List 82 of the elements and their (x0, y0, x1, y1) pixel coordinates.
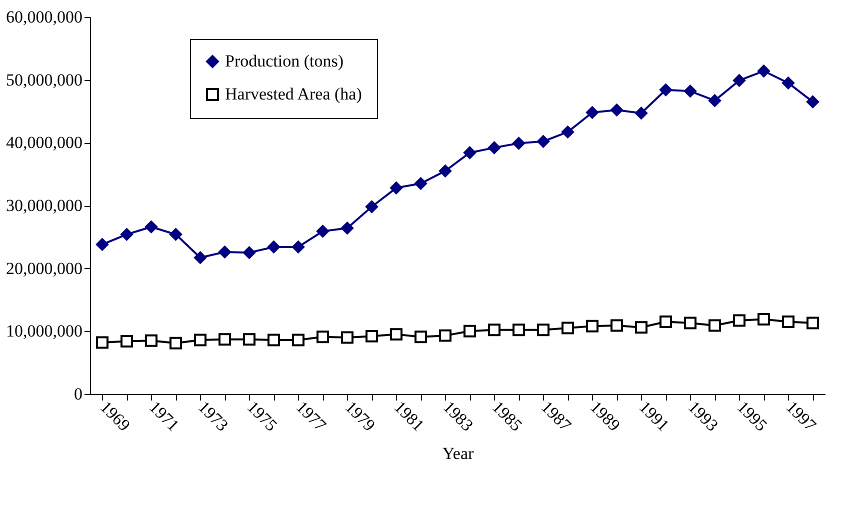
point (464, 324, 476, 338)
x-tick-label: 1997 (782, 397, 820, 436)
point (537, 324, 550, 336)
point (660, 316, 672, 328)
x-tick-label: 1985 (488, 397, 526, 435)
x-tick-label: 1977 (292, 397, 330, 436)
x-tick-label: 1973 (194, 397, 232, 435)
point (439, 329, 452, 342)
point (439, 164, 452, 178)
point (341, 331, 354, 344)
y-tick-label: 40,000,000 (6, 133, 82, 152)
point (586, 106, 598, 119)
point (96, 238, 108, 251)
point (268, 334, 280, 346)
point (194, 251, 206, 264)
point (120, 334, 133, 348)
point (782, 316, 794, 328)
legend-label: Production (tons) (225, 52, 344, 70)
point (366, 330, 378, 342)
y-tick-label: 20,000,000 (6, 258, 82, 278)
point (243, 333, 256, 346)
point (341, 222, 354, 234)
point (733, 74, 746, 87)
point (806, 96, 819, 108)
point (292, 240, 304, 254)
legend-label: Harvested Area (ha) (225, 84, 362, 104)
point (806, 316, 819, 330)
point (243, 246, 256, 259)
point (145, 334, 158, 347)
point (488, 141, 500, 154)
point (316, 225, 329, 238)
point (390, 182, 402, 194)
point (464, 146, 476, 159)
y-tick-label: 0 (74, 384, 82, 404)
point (512, 137, 525, 150)
point (610, 104, 623, 116)
x-tick-label: 1983 (439, 397, 477, 435)
y-tick-label: 60,000,000 (6, 8, 82, 26)
point (635, 106, 648, 120)
x-tick-label: 1989 (586, 397, 624, 435)
y-tick-label: 10,000,000 (6, 322, 82, 341)
point (758, 312, 770, 326)
point (145, 220, 158, 234)
point (758, 64, 770, 78)
point (170, 228, 182, 241)
point (170, 336, 182, 350)
point (120, 228, 133, 241)
point (96, 336, 108, 349)
point (562, 126, 574, 138)
point (366, 200, 378, 213)
point (292, 334, 304, 346)
x-tick-label: 1975 (243, 397, 281, 435)
point (414, 330, 427, 344)
point (268, 240, 280, 254)
point (684, 84, 696, 98)
x-tick-label: 1979 (341, 397, 379, 435)
point (635, 321, 648, 334)
point (218, 246, 231, 258)
x-tick-label: 1993 (684, 397, 722, 435)
x-axis-title: Year (442, 444, 474, 464)
x-tick-label: 1995 (733, 397, 771, 435)
point (708, 319, 721, 332)
x-tick-label: 1987 (537, 397, 576, 436)
point (733, 314, 746, 327)
point (414, 177, 427, 190)
point (610, 319, 623, 332)
point (537, 135, 550, 148)
point (390, 328, 402, 341)
point (488, 324, 500, 336)
y-tick-label: 50,000,000 (6, 70, 82, 90)
point (194, 334, 206, 346)
x-tick-label: 1969 (96, 397, 134, 435)
point (684, 316, 696, 330)
point (660, 84, 672, 96)
point (586, 320, 598, 332)
y-tick-label: 30,000,000 (6, 196, 82, 215)
point (708, 94, 721, 107)
point (512, 324, 525, 336)
point (218, 333, 231, 346)
point (562, 322, 574, 334)
point (782, 76, 794, 90)
point (316, 330, 329, 344)
